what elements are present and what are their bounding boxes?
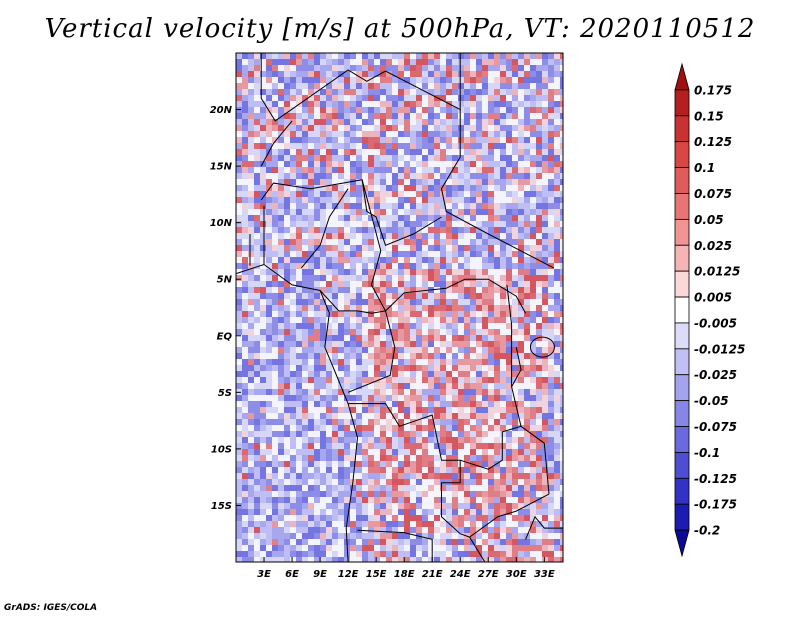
- colorbar-segment: [674, 270, 690, 298]
- lat-tick-label: 15N: [210, 162, 233, 173]
- colorbar-label: 0.125: [694, 135, 732, 149]
- border-line: [460, 425, 522, 470]
- colorbar: 0.175 0.15 0.125 0.1 0.075 0.05 0.025 0.0125 0.0…: [674, 62, 745, 558]
- colorbar-segment: [674, 322, 690, 350]
- colorbar-label: -0.2: [694, 524, 720, 538]
- colorbar-label: 0.15: [694, 109, 724, 123]
- border-line: [525, 515, 563, 540]
- colorbar-segment: [674, 89, 690, 117]
- colorbar-label: -0.025: [694, 368, 737, 382]
- lon-tick-label: 33E: [534, 569, 555, 580]
- colorbar-label: -0.175: [694, 498, 737, 512]
- lat-tick-label: 10S: [211, 444, 232, 455]
- lon-tick-label: 12E: [338, 569, 359, 580]
- colorbar-segment: [674, 452, 690, 479]
- lat-tick-label: 20N: [210, 105, 233, 116]
- colorbar-segment: [674, 218, 690, 246]
- plot-frame: [235, 52, 564, 563]
- colorbar-segment: [674, 296, 690, 324]
- colorbar-label: -0.005: [694, 316, 737, 330]
- latitude-axis: 20N 15N 10N 5N EQ 5S 10S 15S: [210, 105, 241, 512]
- country-borders: [236, 53, 563, 562]
- colorbar-segment: [674, 62, 690, 91]
- colorbar-label: -0.1: [694, 446, 720, 460]
- longitude-axis: 3E 6E 9E 12E 15E 18E 21E 24E 27E 30E 33E: [257, 557, 555, 580]
- border-line: [260, 120, 293, 167]
- colorbar-label: 0.05: [694, 213, 724, 227]
- colorbar-label: -0.075: [694, 420, 737, 434]
- colorbar-segment: [674, 115, 690, 143]
- colorbar-label: 0.025: [694, 239, 732, 253]
- border-line: [357, 529, 433, 562]
- colorbar-segment: [674, 193, 690, 220]
- lon-tick-label: 21E: [422, 569, 443, 580]
- map-title: Vertical velocity [m/s] at 500hPa, VT: 2…: [44, 14, 756, 44]
- colorbar-label: -0.125: [694, 472, 737, 486]
- colorbar-segment: [674, 503, 690, 531]
- lon-tick-label: 27E: [478, 569, 499, 580]
- lat-tick-label: 10N: [210, 218, 233, 229]
- border-line: [511, 346, 522, 387]
- border-line: [506, 284, 550, 495]
- lat-tick-label: 5S: [218, 388, 232, 399]
- colorbar-label: -0.0125: [694, 342, 745, 356]
- lon-tick-label: 6E: [285, 569, 299, 580]
- colorbar-label: 0.175: [694, 83, 732, 97]
- colorbar-segment: [674, 244, 690, 272]
- colorbar-label: 0.0125: [694, 265, 740, 279]
- border-line: [301, 188, 349, 269]
- lat-tick-label: EQ: [217, 331, 233, 342]
- border-line: [361, 179, 442, 246]
- lon-tick-label: 9E: [313, 569, 327, 580]
- colorbar-segment: [674, 348, 690, 376]
- colorbar-segment: [674, 529, 690, 558]
- colorbar-segment: [674, 374, 690, 402]
- lon-tick-label: 15E: [366, 569, 387, 580]
- lat-tick-label: 5N: [217, 275, 233, 286]
- border-line: [260, 53, 461, 122]
- colorbar-label: 0.1: [694, 161, 715, 175]
- border-line: [236, 263, 359, 562]
- colorbar-segment: [674, 141, 690, 168]
- lon-tick-label: 30E: [506, 569, 527, 580]
- lon-tick-label: 18E: [394, 569, 415, 580]
- border-line: [440, 109, 554, 269]
- lake-victoria: [529, 336, 555, 358]
- border-line: [347, 310, 396, 393]
- colorbar-segment: [674, 426, 690, 453]
- colorbar-label: 0.005: [694, 291, 732, 305]
- colorbar-label: -0.05: [694, 394, 729, 408]
- grads-credit: GrADS: IGES/COLA: [4, 603, 98, 613]
- colorbar-segment: [674, 477, 690, 505]
- lat-tick-label: 15S: [211, 501, 232, 512]
- colorbar-segment: [674, 167, 690, 194]
- colorbar-segment: [674, 400, 690, 427]
- lon-tick-label: 3E: [257, 569, 271, 580]
- border-line: [468, 493, 550, 562]
- colorbar-label: 0.075: [694, 187, 732, 201]
- border-line: [319, 290, 386, 314]
- lon-tick-label: 24E: [450, 569, 471, 580]
